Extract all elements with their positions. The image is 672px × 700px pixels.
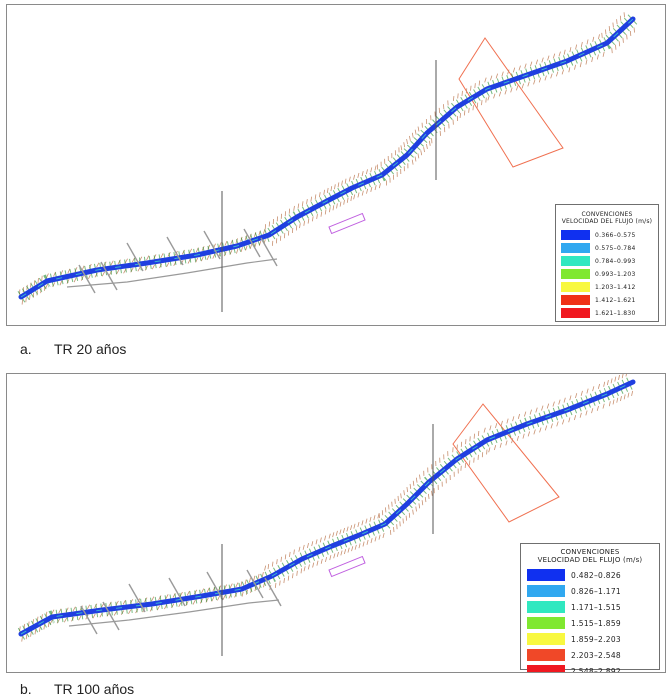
legend-swatch <box>561 295 590 305</box>
legend-range-label: 1.412–1.621 <box>595 296 636 304</box>
river-velocity-map <box>17 374 636 656</box>
legend-row: 0.482–0.826 <box>527 568 653 582</box>
legend-range-label: 1.203–1.412 <box>595 283 636 291</box>
river-fast-flow <box>20 381 634 635</box>
legend-range-label: 0.826–1.171 <box>571 586 621 596</box>
legend-row: 0.826–1.171 <box>527 584 653 598</box>
legend-row: 1.171–1.515 <box>527 600 653 614</box>
legend-range-label: 1.859–2.203 <box>571 634 621 644</box>
figure-caption-b: b. TR 100 años <box>20 681 134 697</box>
legend-swatch <box>527 601 565 613</box>
legend-swatch <box>561 243 590 253</box>
legend-range-label: 1.171–1.515 <box>571 602 621 612</box>
legend-swatch <box>561 282 590 292</box>
legend-title: CONVENCIONES VELOCIDAD DEL FLUJO (m/s) <box>561 211 653 225</box>
legend-row: 1.203–1.412 <box>561 281 653 293</box>
legend-rows: 0.366–0.575 0.575–0.784 0.784–0.993 0.993–1… <box>561 229 653 319</box>
project-area-outline <box>458 37 564 168</box>
legend-swatch <box>527 617 565 629</box>
legend-range-label: 2.548–2.892 <box>571 666 621 673</box>
caption-text: TR 100 años <box>54 681 135 697</box>
legend-title-line2: VELOCIDAD DEL FLUJO (m/s) <box>561 218 653 225</box>
legend-row: 0.575–0.784 <box>561 242 653 254</box>
legend-row: 1.412–1.621 <box>561 294 653 306</box>
legend-range-label: 2.203–2.548 <box>571 650 621 660</box>
legend-swatch <box>527 585 565 597</box>
river-velocity-map <box>17 12 638 312</box>
legend-row: 1.859–2.203 <box>527 632 653 646</box>
legend-range-label: 0.993–1.203 <box>595 270 636 278</box>
map-panel-tr100: CONVENCIONES VELOCIDAD DEL FLUJO (m/s) 0… <box>6 373 666 673</box>
legend-range-label: 0.575–0.784 <box>595 244 636 252</box>
legend-swatch <box>527 569 565 581</box>
legend-swatch <box>527 665 565 672</box>
bank-hatching <box>19 12 635 305</box>
legend-row: 0.993–1.203 <box>561 268 653 280</box>
legend-range-label: 0.366–0.575 <box>595 231 636 239</box>
legend-title: CONVENCIONES VELOCIDAD DEL FLUJO (m/s) <box>527 548 653 564</box>
legend-swatch <box>561 230 590 240</box>
legend-row: 2.203–2.548 <box>527 648 653 662</box>
legend-row: 1.621–1.830 <box>561 307 653 319</box>
legend-swatch <box>527 633 565 645</box>
legend-row: 2.548–2.892 <box>527 664 653 673</box>
river-channel <box>18 16 636 300</box>
caption-text: TR 20 años <box>54 341 127 357</box>
legend-swatch <box>561 256 590 266</box>
project-area-outline <box>452 403 560 523</box>
contour-lines <box>17 14 638 303</box>
legend-rows: 0.482–0.826 0.826–1.171 1.171–1.515 1.515–1… <box>527 568 653 673</box>
legend-range-label: 0.784–0.993 <box>595 257 636 265</box>
legend-range-label: 1.621–1.830 <box>595 309 636 317</box>
legend-range-label: 0.482–0.826 <box>571 570 621 580</box>
site-marker <box>328 212 366 235</box>
cross-sections <box>66 228 278 294</box>
river-fast-flow <box>20 18 634 298</box>
caption-letter: a. <box>20 341 32 357</box>
caption-letter: b. <box>20 681 32 697</box>
legend-swatch <box>527 649 565 661</box>
velocity-legend: CONVENCIONES VELOCIDAD DEL FLUJO (m/s) 0… <box>520 543 660 673</box>
legend-title-line1: CONVENCIONES <box>560 548 620 556</box>
legend-swatch <box>561 308 590 318</box>
legend-row: 1.515–1.859 <box>527 616 653 630</box>
legend-title-line1: CONVENCIONES <box>581 211 633 218</box>
legend-title-line2: VELOCIDAD DEL FLUJO (m/s) <box>537 556 643 564</box>
figure-caption-a: a. TR 20 años <box>20 341 126 357</box>
velocity-legend: CONVENCIONES VELOCIDAD DEL FLUJO (m/s) 0… <box>555 204 659 322</box>
cross-sections <box>68 569 282 635</box>
legend-swatch <box>561 269 590 279</box>
legend-row: 0.784–0.993 <box>561 255 653 267</box>
site-marker <box>328 555 366 578</box>
map-panel-tr20: CONVENCIONES VELOCIDAD DEL FLUJO (m/s) 0… <box>6 4 666 326</box>
legend-row: 0.366–0.575 <box>561 229 653 241</box>
legend-range-label: 1.515–1.859 <box>571 618 621 628</box>
